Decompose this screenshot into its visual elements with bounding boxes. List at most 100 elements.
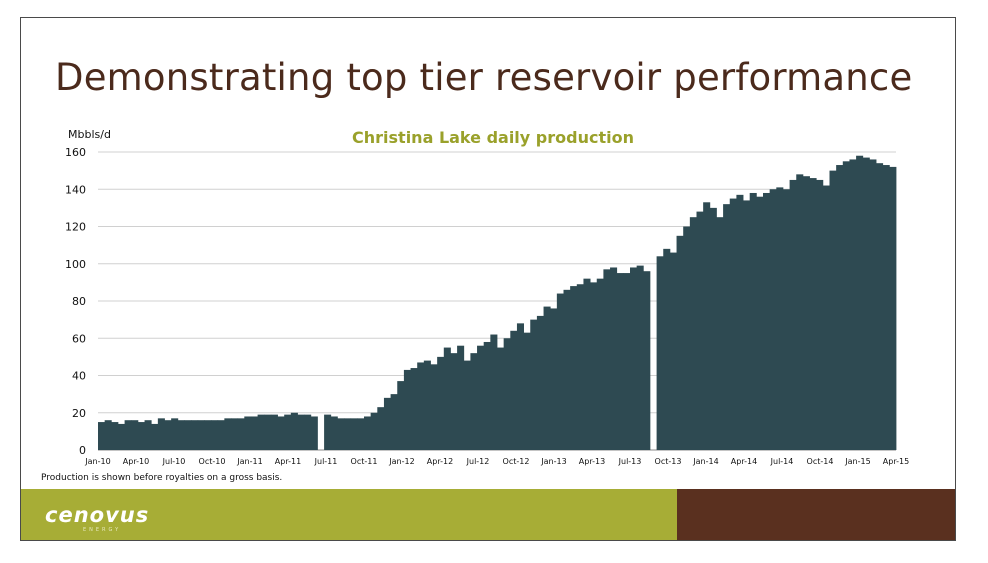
y-axis-label: Mbbls/d [68,128,111,141]
production-bar [344,418,352,450]
cenovus-logo: cenovus [45,503,150,527]
production-bar [802,176,810,450]
production-bar [257,414,265,450]
production-bar [882,165,890,450]
production-bar [869,159,877,450]
production-bar [543,306,551,450]
production-bar [656,256,664,450]
production-bar [709,207,717,450]
x-tick-label: Jul-10 [162,457,186,466]
production-bar [829,170,837,450]
production-bar [570,286,578,450]
x-tick-label: Apr-15 [883,457,909,466]
production-bar [856,155,864,450]
x-tick-label: Jan-12 [388,457,414,466]
production-bar [164,420,172,450]
production-bar [437,356,445,450]
production-bar [211,420,219,450]
production-bar [516,323,524,450]
production-bar [457,345,465,450]
y-tick-label: 80 [72,295,86,308]
x-tick-label: Jul-11 [314,457,338,466]
production-bar [171,418,179,450]
production-bar [237,418,245,450]
production-bar [310,416,318,450]
production-bar [144,420,152,450]
production-bar [703,202,711,450]
y-tick-label: 0 [79,444,86,457]
x-tick-label: Jan-14 [692,457,718,466]
production-bar [510,330,518,450]
production-bar [497,347,505,450]
production-bar [383,397,391,450]
production-bar [849,159,857,450]
production-bar [523,332,531,450]
production-bar [231,418,239,450]
x-tick-label: Jul-12 [466,457,490,466]
x-tick-label: Jan-10 [84,457,110,466]
production-bar [590,282,598,450]
production-chart: 0 20 40 60 80 100 120 140 160 Mbbls/d Christina La… [65,128,909,466]
production-bar [191,420,199,450]
production-bar [556,293,564,450]
production-bar [450,353,458,450]
production-bar [889,166,897,450]
production-bar [842,161,850,450]
production-bar [357,418,365,450]
production-bar [550,308,558,450]
x-tick-label: Apr-13 [579,457,605,466]
production-bar [616,273,624,450]
production-bar [643,271,651,450]
x-tick-label: Jan-13 [540,457,566,466]
production-bar [689,217,697,450]
production-bar [782,189,790,450]
production-bar [623,273,631,450]
production-bar [330,416,338,450]
production-bar [776,187,784,450]
production-bar [862,157,870,450]
production-bar [490,334,498,450]
production-bar [836,165,844,450]
production-bar [197,420,205,450]
y-tick-label: 160 [65,146,86,159]
production-bar [669,252,677,450]
y-tick-label: 100 [65,258,86,271]
y-tick-label: 20 [72,407,86,420]
production-bar [443,347,451,450]
production-bar [483,341,491,450]
production-bar [297,414,305,450]
production-bar [536,315,544,450]
production-bar [184,420,192,450]
production-bar [350,418,358,450]
production-bar [397,381,405,450]
production-bar [696,211,704,450]
x-tick-label: Oct-13 [655,457,682,466]
production-bar [809,178,817,450]
production-bar [157,418,165,450]
production-bar [610,267,618,450]
production-bar [337,418,345,450]
production-bar [816,179,824,450]
chart-title: Christina Lake daily production [352,128,634,147]
x-tick-label: Jul-13 [618,457,642,466]
x-tick-label: Jan-11 [236,457,262,466]
production-bar [477,345,485,450]
production-bar [217,420,225,450]
x-tick-label: Apr-14 [731,457,757,466]
slide: Demonstrating top tier reservoir perform… [20,17,956,541]
production-bar [729,198,737,450]
production-bar [104,420,112,450]
x-tick-label: Apr-10 [123,457,149,466]
production-bar [876,163,884,451]
production-bar [111,422,119,450]
production-bar [264,414,272,450]
production-bar [370,412,378,450]
production-bar [151,423,159,450]
production-bar [756,196,764,450]
production-bar [117,423,125,450]
production-bar [324,414,332,450]
production-bar [98,422,106,450]
production-bar [224,418,232,450]
x-tick-label: Apr-12 [427,457,453,466]
production-bar [636,265,644,450]
